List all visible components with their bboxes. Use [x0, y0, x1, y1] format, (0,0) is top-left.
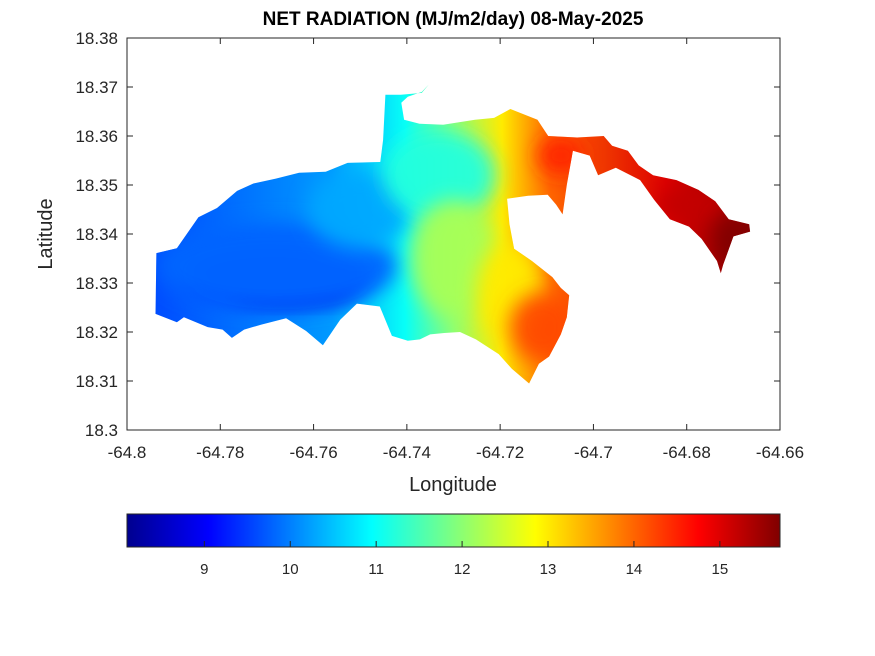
- x-tick-label: -64.7: [574, 443, 613, 462]
- colorbar-tick-label: 12: [454, 561, 471, 578]
- colorbar-tick-label: 11: [368, 561, 384, 578]
- y-tick-label: 18.34: [75, 225, 118, 244]
- y-tick-label: 18.36: [75, 127, 118, 146]
- y-axis-label: Latitude: [35, 198, 57, 269]
- x-tick-label: -64.72: [476, 443, 524, 462]
- heatmap-zone: [383, 131, 496, 220]
- heatmap-zone: [308, 170, 412, 249]
- y-tick-label: 18.31: [75, 372, 118, 391]
- y-tick-label: 18.3: [85, 421, 118, 440]
- y-tick-label: 18.37: [75, 78, 118, 97]
- y-tick-label: 18.33: [75, 274, 118, 293]
- colorbar-tick-label: 13: [540, 561, 557, 578]
- x-axis-label: Longitude: [409, 474, 497, 496]
- y-axis: 18.3 18.31 18.32 18.33 18.34 18.35 18.36 18.37 1…: [75, 29, 780, 440]
- x-tick-label: -64.78: [196, 443, 244, 462]
- colorbar-tick-label: 10: [282, 561, 299, 578]
- chart-title: NET RADIATION (MJ/m2/day) 08-May-2025: [263, 9, 644, 30]
- colorbar: 9 10 11 12 13 14 15: [126, 513, 781, 578]
- x-tick-label: -64.74: [383, 443, 431, 462]
- colorbar-ticks: 9 10 11 12 13 14 15: [200, 541, 728, 578]
- y-tick-label: 18.38: [75, 29, 118, 48]
- x-axis: -64.8 -64.78 -64.76 -64.74 -64.72 -64.7 -64.68…: [108, 38, 804, 462]
- colorbar-tick-label: 9: [200, 561, 208, 578]
- heatmap-zone: [411, 199, 496, 318]
- x-tick-label: -64.66: [756, 443, 804, 462]
- colorbar-tick-label: 14: [626, 561, 643, 578]
- x-tick-label: -64.8: [108, 443, 147, 462]
- y-tick-label: 18.35: [75, 176, 118, 195]
- x-tick-label: -64.76: [289, 443, 337, 462]
- colorbar-gradient: [126, 513, 781, 548]
- x-tick-label: -64.68: [663, 443, 711, 462]
- y-tick-label: 18.32: [75, 323, 118, 342]
- colorbar-tick-label: 15: [712, 561, 729, 578]
